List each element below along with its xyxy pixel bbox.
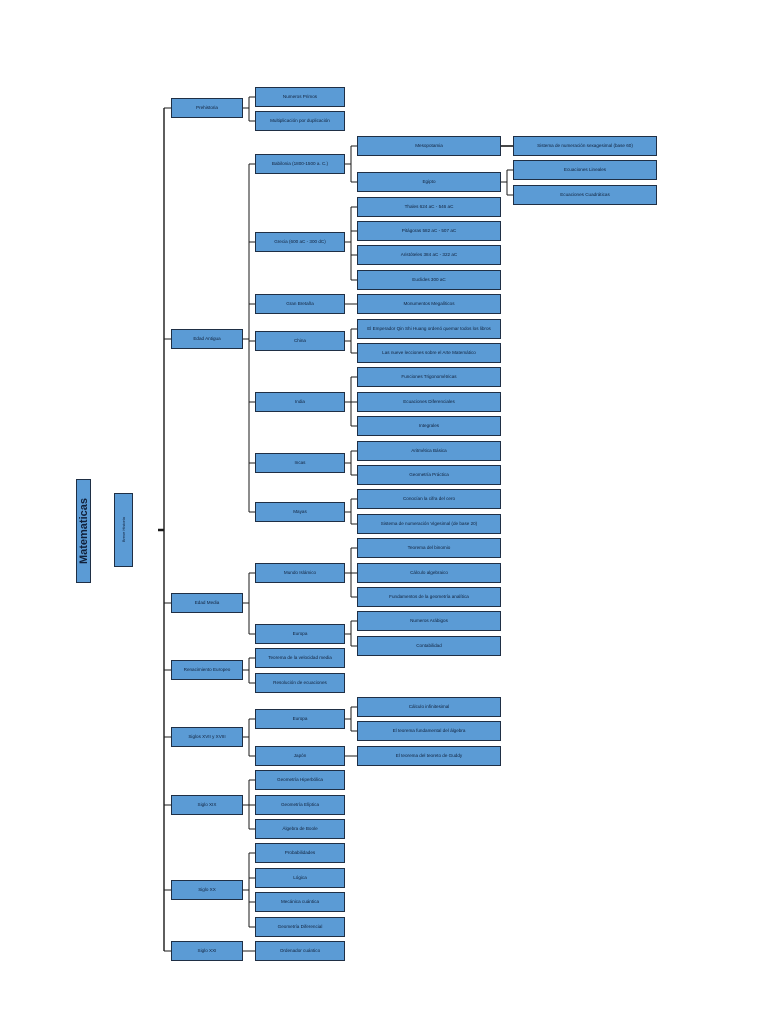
node-nueve-lecciones: Las nueve lecciones sobre el Arte Matemá… <box>357 343 501 363</box>
node-euclides: Euclides 300 aC <box>357 270 501 290</box>
subtitle-box: Breve Historia <box>114 493 133 567</box>
node-aristoteles: Aristóteles 384 aC - 322 aC <box>357 245 501 265</box>
node-sistema-vigesimal: Sistema de numeración Vigesimal (de base… <box>357 514 501 534</box>
node-mundo-islamico: Mundo Islámico <box>255 563 345 583</box>
node-siglos-xvii-xviii: Siglos XVII y XVIII <box>171 727 243 747</box>
node-mecanica-cuantica: Mecánica cuántica <box>255 892 345 912</box>
node-integrales: Integrales <box>357 416 501 436</box>
node-china: China <box>255 331 345 351</box>
node-edad-antigua: Edad Antigua <box>171 329 243 349</box>
node-geometria-analitica: Fundamentos de la geometría analítica <box>357 587 501 607</box>
node-probabilidades: Probabilidades <box>255 843 345 863</box>
node-incas: Incas <box>255 453 345 473</box>
node-grecia: Grecia (600 aC - 300 dC) <box>255 232 345 252</box>
node-mesopotamia: Mesopotamia <box>357 136 501 156</box>
node-teorema-binomio: Teorema del binomio <box>357 538 501 558</box>
node-mayas: Mayas <box>255 502 345 522</box>
page-subtitle: Breve Historia <box>121 517 126 543</box>
node-japon: Japón <box>255 746 345 766</box>
node-edad-media: Edad Media <box>171 593 243 613</box>
node-teorema-fundamental-algebra: El teorema fundamental del álgebra <box>357 721 501 741</box>
node-geometria-practica: Geometría Práctica <box>357 465 501 485</box>
node-logica: Lógica <box>255 868 345 888</box>
node-siglo-xix: Siglo XIX <box>171 795 243 815</box>
node-contabilidad: Contabilidad <box>357 636 501 656</box>
node-siglo-xx: Siglo XX <box>171 880 243 900</box>
title-box: Matematicas <box>76 479 91 583</box>
node-renacimiento-europeo: Renacimiento Europeo <box>171 660 243 680</box>
node-india: India <box>255 392 345 412</box>
node-calculo-infinitesimal: Cálculo infinitesimal <box>357 697 501 717</box>
node-thales: Thales 624 aC - 546 aC <box>357 197 501 217</box>
node-teorema-guddy: El teorema del teoreto de Guddy <box>357 746 501 766</box>
node-gran-bretana: Gran Bretaña <box>255 294 345 314</box>
node-numeros-primos: Numeros Primos <box>255 87 345 107</box>
node-resolucion-ecuaciones: Resolución de ecuaciones <box>255 673 345 693</box>
node-pitagoras: Pitágoras 582 aC - 507 aC <box>357 221 501 241</box>
page-title: Matematicas <box>77 497 90 565</box>
node-ecuaciones-cuadraticas: Ecuaciones Cuadráticas <box>513 185 657 205</box>
node-teorema-velocidad-media: Teorema de la velocidad media <box>255 648 345 668</box>
node-emperador-qin: El Emperador Qin Shi Huang ordenó quemar… <box>357 319 501 339</box>
node-multiplicacion: Multiplicación por duplicación <box>255 111 345 131</box>
node-babilonia: Babilonia (1800-1500 a. C.) <box>255 154 345 174</box>
node-ordenador-cuantico: Ordenador cuántico <box>255 941 345 961</box>
node-europa-media: Europa <box>255 624 345 644</box>
node-siglo-xxi: Siglo XXI <box>171 941 243 961</box>
node-prehistoria: Prehistoria <box>171 98 243 118</box>
node-algebra-boole: Álgebra de Boole <box>255 819 345 839</box>
node-cifra-cero: Conocían la cifra del cero <box>357 489 501 509</box>
node-ecuaciones-lineales: Ecuaciones Lineales <box>513 160 657 180</box>
node-egipto: Egipto <box>357 172 501 192</box>
node-sistema-sexagesimal: Sistema de numeración sexagesimal (base … <box>513 136 657 156</box>
node-europa-xvii: Europa <box>255 709 345 729</box>
node-geometria-eliptica: Geometría Elíptica <box>255 795 345 815</box>
node-monumentos-megaliticos: Monumentos Megalíticos <box>357 294 501 314</box>
node-geometria-hiperbolica: Geometría Hiperbólica <box>255 770 345 790</box>
node-ecuaciones-diferenciales: Ecuaciones Diferenciales <box>357 392 501 412</box>
node-geometria-diferencial: Geometría Diferencial <box>255 917 345 937</box>
node-numeros-arabigos: Numeros Arábigos <box>357 611 501 631</box>
node-aritmetica-basica: Aritmética Básica <box>357 441 501 461</box>
node-funciones-trigonometricas: Funciones Trigonométricas <box>357 367 501 387</box>
node-calculo-algebraico: Cálculo algebraico <box>357 563 501 583</box>
